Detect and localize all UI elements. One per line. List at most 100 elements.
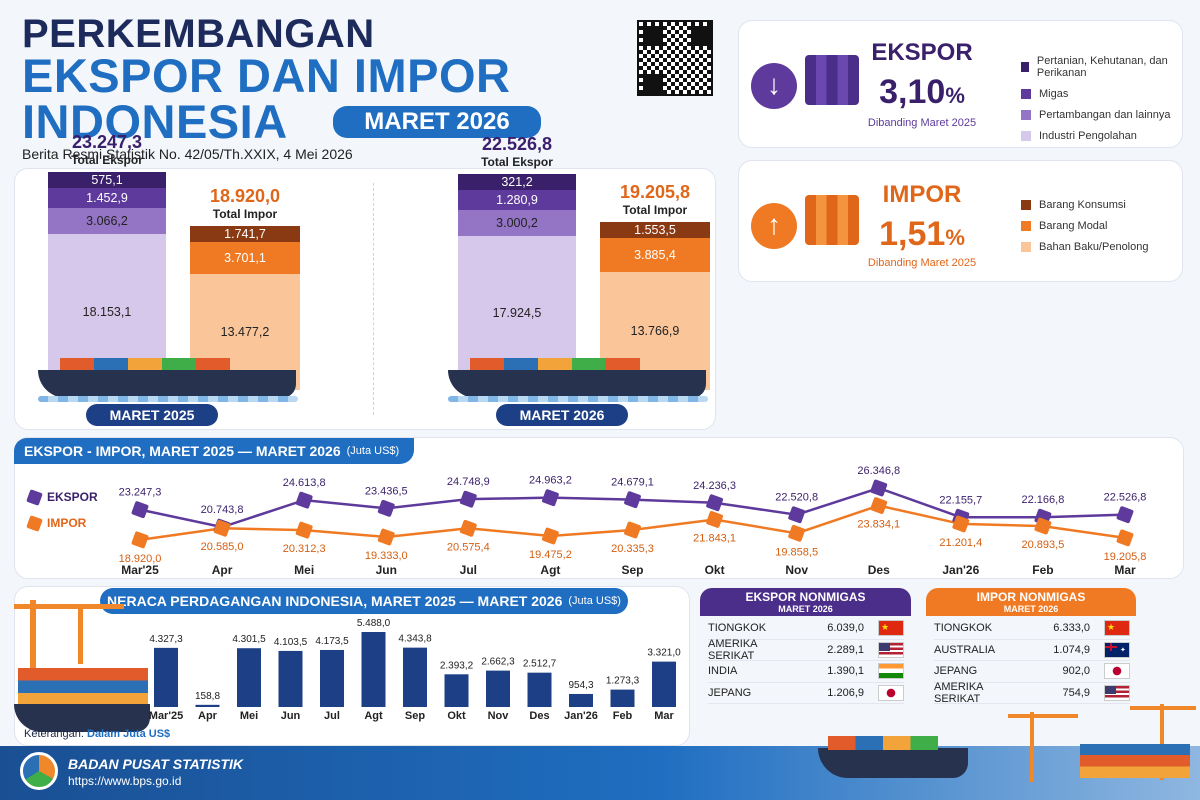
impor-point	[131, 531, 149, 549]
impor-value-label: 20.312,3	[283, 543, 326, 555]
country-name: TIONGKOK	[708, 622, 767, 635]
neraca-header: NERACA PERDAGANGAN INDONESIA, MARET 2025…	[100, 588, 628, 614]
ekspor-value-label: 24.679,1	[611, 477, 654, 489]
table-row: TIONGKOK 6.333,0 ★	[934, 618, 1130, 640]
legend-item: Bahan Baku/Penolong	[1021, 241, 1148, 253]
trend-x-tick: Sep	[621, 563, 643, 577]
legend-impor: IMPOR	[26, 514, 86, 532]
trend-x-tick: Jul	[460, 563, 477, 577]
neraca-value-label: 2.662,3	[481, 657, 515, 668]
country-name: JEPANG	[708, 686, 752, 699]
legend-swatch	[1021, 62, 1029, 72]
title-line-1: PERKEMBANGAN	[22, 12, 375, 56]
arrow-up-icon: ↑	[751, 203, 797, 249]
ekspor-total-value: 22.526,8	[481, 134, 553, 155]
ekspor-value-label: 24.748,9	[447, 476, 490, 488]
table-row: AMERIKA SERIKAT 2.289,1	[708, 638, 904, 662]
ship-icon	[448, 370, 706, 398]
impor-change: 1,51%	[867, 215, 977, 254]
country-name: TIONGKOK	[934, 622, 993, 635]
impor-value-label: 19.333,0	[365, 550, 408, 562]
ekspor-segment: 3.066,2	[48, 207, 166, 234]
neraca-value-label: 4.173,5	[315, 636, 349, 647]
ekspor-point	[706, 494, 723, 512]
impor-segment: 3.701,1	[190, 242, 300, 275]
qr-code-icon[interactable]	[637, 20, 713, 96]
impor-total-value: 18.920,0	[209, 186, 281, 207]
legend-item: Pertanian, Kehutanan, dan Perikanan	[1021, 55, 1182, 79]
ekspor-title: EKSPOR	[871, 39, 973, 66]
table-row: JEPANG 1.206,9	[708, 683, 904, 704]
ekspor-segment: 1.280,9	[458, 190, 576, 211]
neraca-value-label: 4.327,3	[149, 634, 183, 645]
table-row: TIONGKOK 6.039,0 ★	[708, 618, 904, 640]
bps-logo-icon	[20, 752, 58, 790]
india-flag-icon	[878, 663, 904, 680]
ekspor-nonmigas-table: TIONGKOK 6.039,0 ★ AMERIKA SERIKAT 2.289,1 IN…	[708, 618, 904, 704]
neraca-value-label: 4.343,8	[398, 634, 432, 645]
country-value: 1.206,9	[827, 686, 864, 699]
trend-title: EKSPOR - IMPOR, MARET 2025 — MARET 2026	[24, 443, 341, 459]
crane-arm	[14, 604, 124, 609]
country-name: AMERIKA SERIKAT	[934, 680, 983, 705]
impor-value-label: 20.893,5	[1022, 539, 1065, 551]
ekspor-point	[1116, 506, 1134, 524]
neraca-value-label: 4.301,5	[232, 634, 266, 645]
legend-item: Migas	[1021, 88, 1182, 100]
impor-point	[1034, 517, 1052, 535]
trend-x-tick: Nov	[785, 563, 808, 577]
neraca-bar	[320, 649, 344, 707]
ekspor-segment: 321,2	[458, 174, 576, 191]
legend-swatch	[1021, 221, 1031, 231]
ekspor-segment: 575,1	[48, 171, 166, 188]
impor-value-label: 18.920,0	[119, 553, 162, 565]
container-icon	[805, 55, 859, 105]
legend-label: Bahan Baku/Penolong	[1039, 241, 1149, 253]
ekspor-value-label: 23.436,5	[365, 485, 408, 497]
ekspor-point	[377, 499, 395, 517]
legend-label: Industri Pengolahan	[1039, 130, 1137, 142]
legend-label: Barang Modal	[1039, 220, 1108, 232]
arrow-down-icon: ↓	[751, 63, 797, 109]
japan-flag-icon	[1104, 663, 1130, 680]
impor-change-unit: %	[945, 225, 965, 250]
impor-segment: 3.885,4	[600, 238, 710, 272]
legend-swatch	[1021, 200, 1031, 210]
legend-swatch	[1021, 242, 1031, 252]
ekspor-point	[295, 491, 313, 509]
neraca-value-label: 5.488,0	[357, 618, 391, 629]
ship-icon	[14, 704, 150, 732]
crane-icon	[1160, 704, 1164, 780]
impor-value-label: 19.858,5	[775, 546, 818, 558]
neraca-value-label: 4.103,5	[274, 637, 308, 648]
ekspor-legend: Pertanian, Kehutanan, dan Perikanan Migas…	[1021, 55, 1182, 151]
impor-note: Dibanding Maret 2025	[867, 257, 977, 269]
ekspor-point	[624, 491, 641, 509]
crane-arm	[1008, 714, 1078, 718]
ekspor-point	[131, 501, 149, 519]
impor-title: IMPOR	[882, 181, 962, 208]
footer-url[interactable]: https://www.bps.go.id	[68, 774, 182, 788]
impor-value-label: 21.201,4	[939, 537, 982, 549]
ekspor-segment: 1.452,9	[48, 187, 166, 208]
title-line-3: INDONESIA	[22, 95, 288, 148]
country-name: INDIA	[708, 665, 738, 678]
impor-total: 18.920,0 Total Impor	[180, 186, 310, 221]
impor-point	[952, 515, 970, 533]
country-value: 6.039,0	[827, 622, 864, 635]
impor-value-label: 20.335,3	[611, 543, 654, 555]
neraca-x-tick: Jan'26	[564, 710, 598, 722]
neraca-x-tick: Mei	[240, 710, 258, 722]
neraca-x-tick: Feb	[613, 710, 633, 722]
neraca-x-tick: Sep	[405, 710, 425, 722]
impor-point	[377, 528, 395, 546]
impor-value-label: 23.834,1	[857, 519, 900, 531]
crane-leg	[78, 604, 83, 664]
ekspor-change-unit: %	[945, 83, 965, 108]
containers-icon	[18, 668, 148, 706]
impor-nonmigas-table: TIONGKOK 6.333,0 ★ AUSTRALIA 1.074,9 ✦ JEPANG 9…	[934, 618, 1130, 705]
impor-point	[1116, 529, 1134, 547]
impor-value-label: 20.575,4	[447, 541, 490, 553]
ekspor-total: 22.526,8 Total Ekspor	[458, 134, 576, 169]
impor-point	[624, 521, 641, 539]
